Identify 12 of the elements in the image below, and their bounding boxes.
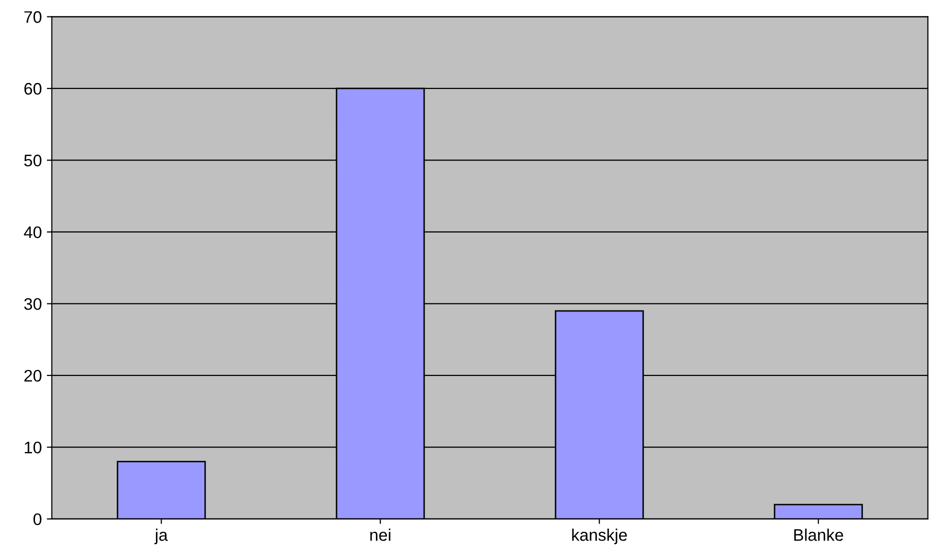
- x-tick-label: kanskje: [572, 528, 627, 544]
- x-tick-label: nei: [370, 528, 390, 541]
- y-tick-label: 10: [24, 442, 42, 454]
- y-tick-label: 30: [24, 298, 42, 310]
- x-tick-label: Blanke: [794, 528, 844, 541]
- y-tick-label: 50: [24, 154, 42, 166]
- y-tick-label: 0: [33, 513, 42, 526]
- y-tick-label: 20: [24, 370, 42, 382]
- x-tick-label: ja: [154, 528, 168, 544]
- y-tick-label: 70: [24, 11, 42, 23]
- y-tick-label: 60: [24, 82, 42, 95]
- y-tick-label: 40: [24, 226, 42, 238]
